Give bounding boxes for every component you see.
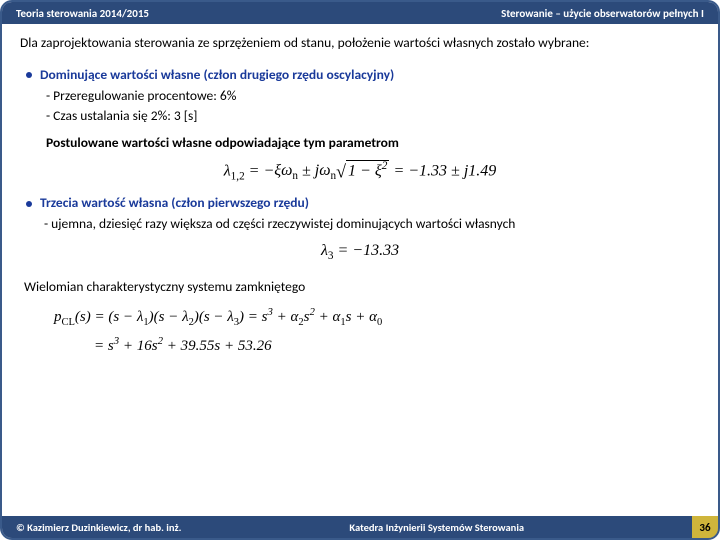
- postulated-label: Postulowane wartości własne odpowiadając…: [46, 134, 700, 152]
- header-bar: Teoria sterowania 2014/2015 Sterowanie –…: [2, 2, 718, 24]
- bullet-dot-icon: [26, 201, 32, 207]
- header-right: Sterowanie – użycie obserwatorów pełnych…: [501, 7, 704, 20]
- bullet-1-text: Dominujące wartości własne (człon drugie…: [40, 66, 394, 83]
- footer-left: © Kazimierz Duzinkiewicz, dr hab. inż.: [16, 521, 181, 534]
- equation-lambda12: λ1,2 = −ξωn ± jωn√1 − ξ2 = −1.33 ± j1.49: [20, 160, 700, 184]
- content-area: Dla zaprojektowania sterowania ze sprzęż…: [2, 24, 718, 516]
- header-left: Teoria sterowania 2014/2015: [16, 7, 149, 20]
- bullet-2: Trzecia wartość własna (człon pierwszego…: [26, 194, 700, 212]
- bullet-1: Dominujące wartości własne (człon drugie…: [26, 66, 700, 84]
- closing-text: Wielomian charakterystyczny systemu zamk…: [24, 278, 700, 296]
- sub-2a: - ujemna, dziesięć razy większa od częśc…: [44, 215, 700, 233]
- sub-1a: - Przeregulowanie procentowe: 6%: [46, 87, 700, 105]
- equation-lambda3: λ3 = −13.33: [20, 241, 700, 264]
- slide-frame: Teoria sterowania 2014/2015 Sterowanie –…: [0, 0, 720, 540]
- intro-text: Dla zaprojektowania sterowania ze sprzęż…: [20, 34, 700, 52]
- footer-right: Katedra Inżynierii Systemów Sterowania: [349, 521, 524, 534]
- equation-polynomial: pCL(s) = (s − λ1)(s − λ2)(s − λ3) = s3 +…: [54, 305, 700, 356]
- eq-lambda3-val: = −13.33: [337, 242, 399, 259]
- page-number: 36: [692, 516, 718, 538]
- bullet-2-text: Trzecia wartość własna (człon pierwszego…: [40, 194, 309, 211]
- sub-1b: - Czas ustalania się 2%: 3 [s]: [46, 107, 700, 125]
- footer-bar: © Kazimierz Duzinkiewicz, dr hab. inż. K…: [2, 516, 718, 538]
- bullet-dot-icon: [26, 72, 32, 78]
